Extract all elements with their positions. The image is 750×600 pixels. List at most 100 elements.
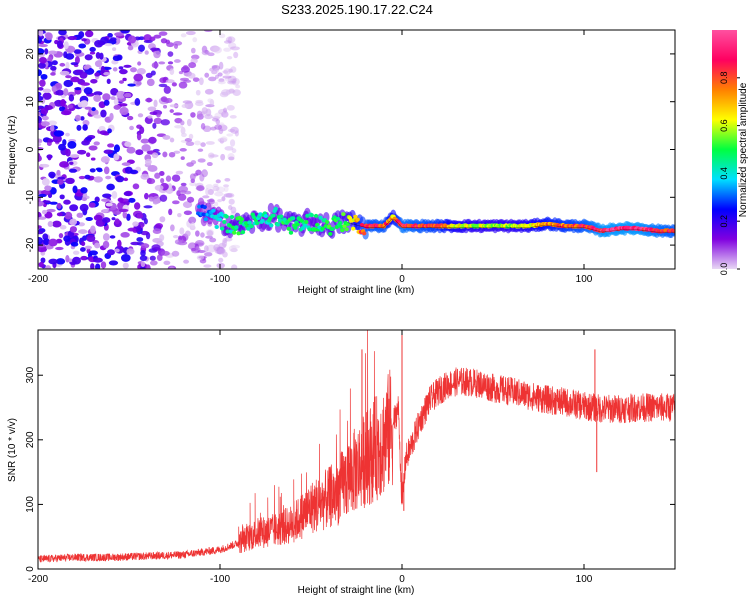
- noise-cell: [182, 201, 193, 209]
- noise-cell: [151, 244, 161, 251]
- noise-cell: [180, 120, 185, 126]
- noise-cell: [132, 183, 140, 190]
- noise-cell: [38, 200, 45, 207]
- noise-cell: [212, 46, 222, 54]
- noise-cell: [172, 200, 180, 205]
- noise-cell: [111, 190, 118, 199]
- ridge-cell: [263, 213, 269, 218]
- noise-cell: [103, 166, 110, 175]
- noise-cell: [100, 156, 110, 163]
- noise-cell: [59, 225, 67, 230]
- noise-cell: [73, 49, 82, 54]
- noise-cell: [83, 65, 90, 70]
- noise-cell: [51, 85, 57, 93]
- noise-cell: [103, 99, 110, 106]
- ridge-cell: [320, 226, 325, 231]
- noise-cell: [42, 92, 52, 100]
- noise-cell: [78, 175, 86, 180]
- noise-cell: [48, 238, 58, 247]
- noise-cell: [198, 77, 204, 86]
- noise-cell: [64, 211, 73, 220]
- noise-cell: [118, 103, 128, 107]
- noise-cell: [137, 113, 144, 118]
- noise-cell: [196, 185, 205, 192]
- noise-cell: [113, 98, 119, 106]
- snr-data: [37, 329, 676, 563]
- noise-cell: [55, 89, 65, 96]
- noise-cell: [94, 39, 104, 48]
- noise-cell: [159, 77, 168, 84]
- noise-cell: [230, 206, 237, 214]
- noise-cell: [116, 90, 126, 99]
- noise-cell: [164, 97, 173, 104]
- colorbar-tick-label: 0.0: [719, 263, 729, 276]
- noise-cell: [110, 88, 119, 96]
- noise-cell: [167, 61, 174, 65]
- noise-cell: [167, 51, 174, 57]
- noise-cell: [38, 37, 43, 44]
- noise-cell: [168, 208, 173, 216]
- noise-cell: [180, 182, 187, 187]
- noise-cell: [81, 241, 86, 247]
- noise-cell: [39, 79, 46, 87]
- noise-cell: [229, 139, 236, 147]
- noise-cell: [38, 86, 44, 91]
- ridge-cell: [269, 223, 274, 228]
- noise-cell: [96, 168, 103, 173]
- noise-cell: [122, 77, 127, 82]
- noise-cell: [65, 255, 70, 263]
- noise-cell: [214, 191, 224, 197]
- noise-cell: [89, 168, 96, 173]
- ridge-cell: [203, 217, 209, 222]
- noise-cell: [49, 201, 58, 205]
- noise-cell: [222, 70, 229, 74]
- noise-cell: [105, 202, 113, 207]
- noise-cell: [93, 114, 102, 119]
- noise-cell: [231, 77, 240, 86]
- noise-cell: [140, 173, 150, 180]
- noise-cell: [182, 64, 189, 71]
- noise-cell: [178, 185, 189, 193]
- noise-cell: [146, 178, 156, 185]
- snr-frame: [37, 329, 676, 570]
- noise-cell: [107, 143, 115, 148]
- noise-cell: [196, 255, 205, 261]
- noise-cell: [85, 152, 91, 158]
- noise-cell: [179, 148, 187, 152]
- noise-cell: [223, 107, 228, 113]
- noise-cell: [174, 125, 184, 129]
- noise-cell: [225, 192, 235, 198]
- noise-cell: [225, 36, 236, 43]
- ridge-cell: [202, 205, 207, 210]
- noise-cell: [65, 148, 71, 157]
- ridge-cell: [335, 216, 341, 221]
- noise-cell: [177, 212, 182, 218]
- noise-cell: [145, 72, 153, 79]
- noise-cell: [102, 217, 111, 224]
- noise-cell: [68, 94, 75, 102]
- ridge-cell: [290, 216, 296, 221]
- noise-cell: [129, 169, 139, 174]
- noise-cell: [80, 187, 88, 194]
- noise-cell: [60, 99, 66, 107]
- noise-cell: [82, 124, 88, 131]
- noise-cell: [136, 132, 142, 141]
- noise-cell: [59, 194, 65, 200]
- noise-cell: [40, 189, 51, 196]
- noise-cell: [204, 252, 213, 257]
- noise-cell: [156, 113, 161, 118]
- noise-cell: [74, 56, 80, 65]
- noise-cell: [152, 122, 157, 129]
- noise-cell: [147, 115, 153, 119]
- spectrogram-y-tick-label: -10: [25, 190, 36, 205]
- noise-cell: [90, 157, 96, 161]
- noise-cell: [140, 138, 150, 144]
- noise-cell: [207, 98, 213, 103]
- noise-cell: [76, 124, 82, 131]
- noise-cell: [44, 48, 49, 55]
- noise-cell: [119, 107, 129, 116]
- noise-cell: [162, 151, 168, 158]
- noise-cell: [159, 216, 166, 223]
- noise-cell: [52, 220, 62, 228]
- noise-cell: [214, 124, 223, 130]
